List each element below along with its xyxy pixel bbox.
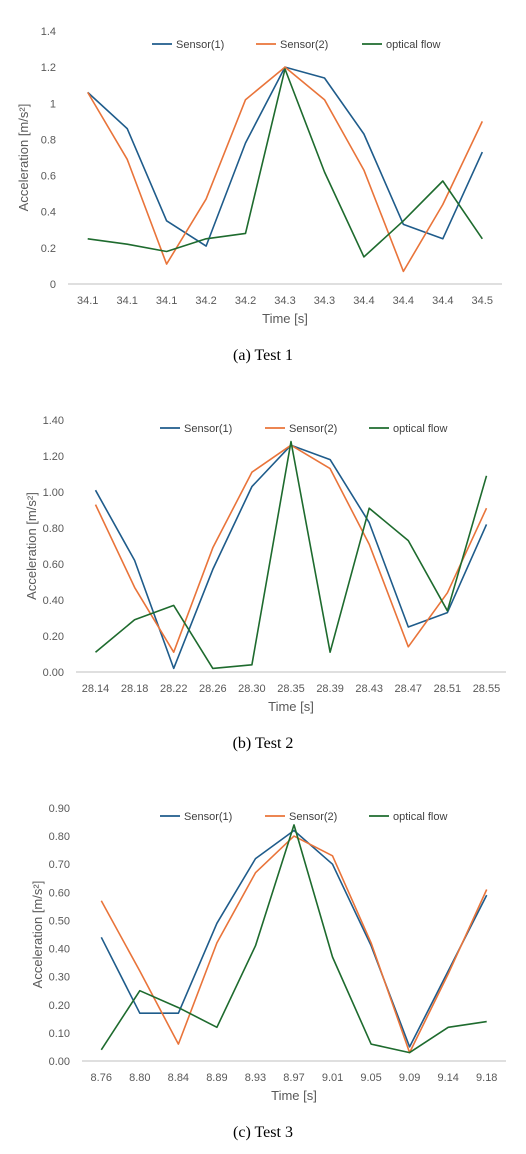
x-tick-label: 34.3 [314, 295, 335, 307]
x-tick-label: 28.55 [473, 683, 501, 695]
line-chart-test-1: 0 0.2 0.4 0.6 0.8 1 1.2 1.4 34.1 34.1 34.1 34.2 34.2… [16, 26, 502, 326]
series-line-sensor-1 [100, 829, 488, 1048]
series-line-optical-flow [100, 824, 487, 1054]
x-tick-label: 34.4 [353, 295, 374, 307]
caption-test-1: (a) Test 1 [233, 347, 293, 364]
legend-label: optical flow [386, 39, 440, 51]
line-chart-test-3: 0.00 0.10 0.20 0.30 0.40 0.50 0.60 0.70 0.80 0.90… [30, 803, 506, 1103]
y-tick-label: 0.20 [49, 1000, 70, 1012]
legend-label: Sensor(1) [176, 39, 224, 51]
legend-label: Sensor(2) [289, 811, 337, 823]
x-tick-label: 9.18 [476, 1072, 497, 1084]
x-tick-label: 34.3 [274, 295, 295, 307]
y-tick-label: 0.70 [49, 859, 70, 871]
chart-panel-test-1: 0 0.2 0.4 0.6 0.8 1 1.2 1.4 34.1 34.1 34.1 34.2 34.2… [0, 0, 526, 385]
x-tick-label: 8.76 [91, 1072, 112, 1084]
x-tick-label: 28.18 [121, 683, 149, 695]
y-tick-label: 1.20 [43, 451, 64, 463]
series-line-optical-flow [87, 68, 483, 258]
x-axis-title: Time [s] [268, 699, 314, 714]
y-tick-label: 0.40 [49, 944, 70, 956]
x-tick-label: 28.47 [395, 683, 423, 695]
x-tick-label: 34.1 [116, 295, 137, 307]
y-tick-label: 0.60 [49, 887, 70, 899]
y-tick-label: 1.00 [43, 487, 64, 499]
x-tick-label: 8.80 [129, 1072, 150, 1084]
x-tick-label: 28.22 [160, 683, 188, 695]
series-line-sensor-2 [94, 444, 488, 654]
legend-label: Sensor(2) [289, 423, 337, 435]
y-tick-label: 0.4 [41, 207, 56, 219]
y-tick-label: 0.20 [43, 631, 64, 643]
series-line-sensor-2 [87, 66, 484, 273]
series-line-optical-flow [94, 440, 488, 670]
legend-label: Sensor(2) [280, 39, 328, 51]
x-tick-label: 9.14 [437, 1072, 458, 1084]
x-tick-label: 9.01 [322, 1072, 343, 1084]
caption-test-3: (c) Test 3 [233, 1124, 293, 1141]
legend-label: optical flow [393, 423, 447, 435]
x-tick-label: 28.51 [434, 683, 462, 695]
x-tick-label: 8.93 [245, 1072, 266, 1084]
x-tick-label: 9.09 [399, 1072, 420, 1084]
series-line-sensor-1 [87, 66, 484, 247]
x-tick-label: 34.4 [393, 295, 414, 307]
x-tick-label: 34.5 [472, 295, 493, 307]
legend-label: optical flow [393, 811, 447, 823]
y-tick-label: 0.80 [49, 831, 70, 843]
x-axis-title: Time [s] [271, 1088, 317, 1103]
x-axis-title: Time [s] [262, 311, 308, 326]
y-tick-label: 1.40 [43, 415, 64, 427]
x-tick-label: 34.1 [156, 295, 177, 307]
y-tick-label: 0.60 [43, 559, 64, 571]
y-axis-title: Acceleration [m/s²] [16, 104, 31, 212]
x-tick-label: 34.2 [235, 295, 256, 307]
x-tick-label: 34.2 [195, 295, 216, 307]
chart-panel-test-3: 0.00 0.10 0.20 0.30 0.40 0.50 0.60 0.70 0.80 0.90… [0, 770, 526, 1154]
y-tick-label: 1.4 [41, 26, 56, 38]
series-line-sensor-1 [94, 444, 488, 670]
x-tick-label: 8.84 [168, 1072, 189, 1084]
line-chart-test-2: 0.00 0.20 0.40 0.60 0.80 1.00 1.20 1.40 28.14 28.… [24, 415, 506, 714]
x-tick-label: 28.35 [277, 683, 305, 695]
y-tick-label: 0.2 [41, 243, 56, 255]
x-tick-label: 8.97 [283, 1072, 304, 1084]
y-tick-label: 0.8 [41, 134, 56, 146]
legend-label: Sensor(1) [184, 423, 232, 435]
y-tick-label: 1 [50, 98, 56, 110]
x-tick-label: 28.39 [316, 683, 344, 695]
y-tick-label: 0 [50, 279, 56, 291]
y-tick-label: 1.2 [41, 62, 56, 74]
x-tick-label: 34.4 [432, 295, 453, 307]
y-axis-title: Acceleration [m/s²] [24, 492, 39, 600]
x-tick-label: 8.89 [206, 1072, 227, 1084]
x-tick-label: 34.1 [77, 295, 98, 307]
chart-panel-test-2: 0.00 0.20 0.40 0.60 0.80 1.00 1.20 1.40 28.14 28.… [0, 385, 526, 770]
x-tick-label: 28.26 [199, 683, 227, 695]
y-tick-label: 0.30 [49, 972, 70, 984]
y-tick-label: 0.90 [49, 803, 70, 815]
y-tick-label: 0.00 [49, 1056, 70, 1068]
y-tick-label: 0.6 [41, 171, 56, 183]
y-tick-label: 0.40 [43, 595, 64, 607]
legend-label: Sensor(1) [184, 811, 232, 823]
y-tick-label: 0.50 [49, 915, 70, 927]
x-tick-label: 28.43 [355, 683, 383, 695]
caption-test-2: (b) Test 2 [232, 735, 294, 752]
series-line-sensor-2 [100, 835, 488, 1054]
y-tick-label: 0.00 [43, 667, 64, 679]
x-tick-label: 9.05 [360, 1072, 381, 1084]
y-axis-title: Acceleration [m/s²] [30, 881, 45, 989]
y-tick-label: 0.80 [43, 523, 64, 535]
x-tick-label: 28.30 [238, 683, 266, 695]
y-tick-label: 0.10 [49, 1028, 70, 1040]
x-tick-label: 28.14 [82, 683, 110, 695]
